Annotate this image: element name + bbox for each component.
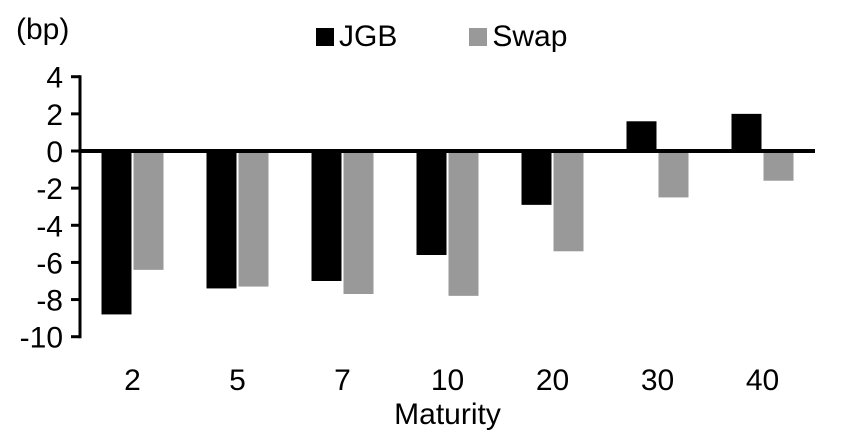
legend: JGB Swap xyxy=(316,19,567,55)
bar-swap-30 xyxy=(658,151,689,198)
bar-jgb-40 xyxy=(731,113,762,151)
x-tick-label-2: 2 xyxy=(124,364,141,397)
bar-jgb-7 xyxy=(311,151,342,281)
y-tick-label--2: -2 xyxy=(36,173,63,206)
legend-swatch-swap xyxy=(469,28,488,46)
legend-label-jgb: JGB xyxy=(339,20,398,53)
legend-item-jgb: JGB xyxy=(316,19,397,55)
bar-jgb-2 xyxy=(101,151,132,315)
legend-label-swap: Swap xyxy=(492,20,568,53)
legend-swatch-jgb xyxy=(316,28,334,46)
bar-swap-5 xyxy=(238,151,269,287)
y-tick-label-0: 0 xyxy=(46,136,63,169)
x-tick-label-20: 20 xyxy=(536,364,569,397)
bar-swap-10 xyxy=(448,151,479,296)
y-tick-label--10: -10 xyxy=(20,322,63,355)
x-tick-label-7: 7 xyxy=(334,364,351,397)
bar-swap-40 xyxy=(763,151,794,181)
y-axis-unit-label: (bp) xyxy=(16,13,70,46)
y-tick-label-4: 4 xyxy=(46,62,63,95)
y-tick-label--8: -8 xyxy=(36,285,63,318)
y-tick-label--4: -4 xyxy=(36,210,63,243)
bar-swap-20 xyxy=(553,151,584,252)
bar-swap-2 xyxy=(133,151,164,270)
bar-swap-7 xyxy=(343,151,374,294)
bar-jgb-30 xyxy=(626,121,657,151)
x-tick-label-30: 30 xyxy=(641,364,674,397)
x-tick-label-40: 40 xyxy=(746,364,779,397)
x-tick-label-5: 5 xyxy=(229,364,246,397)
y-tick-label--6: -6 xyxy=(36,247,63,280)
bar-jgb-10 xyxy=(416,151,447,255)
bar-jgb-20 xyxy=(521,151,552,205)
legend-item-swap: Swap xyxy=(469,19,567,55)
bar-jgb-5 xyxy=(206,151,237,289)
y-tick-label-2: 2 xyxy=(46,99,63,132)
x-tick-label-10: 10 xyxy=(431,364,464,397)
x-axis-title: Maturity xyxy=(394,398,501,431)
